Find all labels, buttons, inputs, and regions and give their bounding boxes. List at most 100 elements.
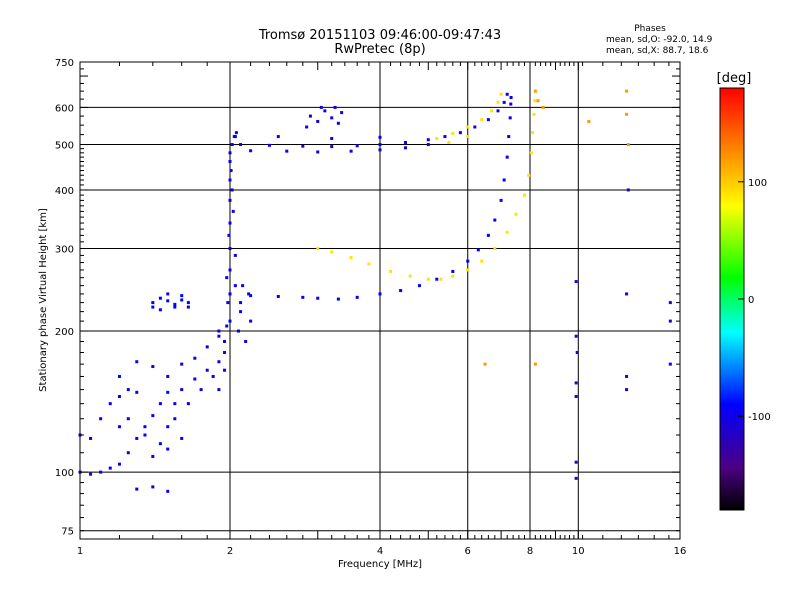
x-tick-label: 1	[77, 546, 83, 557]
x-tick-label: 8	[527, 546, 533, 557]
y-tick-label: 750	[55, 58, 74, 69]
data-point	[217, 334, 221, 338]
data-point	[505, 230, 509, 234]
data-point	[496, 109, 500, 113]
data-point	[508, 116, 512, 120]
data-point	[228, 247, 232, 251]
data-point	[575, 350, 579, 354]
data-point	[308, 114, 312, 118]
chart-title: Tromsø 20151103 09:46:00-09:47:43	[258, 28, 501, 43]
data-point	[228, 198, 232, 202]
data-point	[505, 92, 509, 96]
data-point	[228, 160, 232, 164]
data-point	[355, 295, 359, 299]
data-point	[451, 274, 455, 278]
data-point	[186, 305, 190, 309]
data-point	[228, 268, 232, 272]
data-point	[493, 247, 497, 251]
data-point	[330, 116, 334, 120]
data-point	[217, 360, 221, 364]
data-point	[205, 368, 209, 372]
data-point	[625, 374, 629, 378]
data-point	[186, 402, 190, 406]
x-axis-label: Frequency [MHz]	[338, 559, 422, 570]
colorbar-tick-label: -100	[748, 412, 771, 423]
y-axis-label: Stationary phase Virtual Height [km]	[38, 208, 49, 392]
x-tick-label: 4	[377, 546, 383, 557]
data-point	[232, 135, 236, 139]
data-point	[378, 292, 382, 296]
y-tick-label: 300	[55, 245, 74, 256]
phases-line-x: mean, sd,X: 88.7, 18.6	[606, 46, 709, 56]
chart-subtitle: RwPretec (8p)	[334, 42, 425, 57]
data-point	[234, 131, 238, 135]
data-point	[486, 233, 490, 237]
data-point	[89, 436, 93, 440]
data-point	[143, 433, 147, 437]
colorbar-ticks: 100 0 -100	[738, 178, 771, 423]
data-point	[668, 319, 672, 323]
data-point	[668, 301, 672, 305]
data-point	[330, 145, 334, 149]
data-point	[227, 233, 231, 237]
data-point	[466, 125, 470, 129]
data-point	[316, 150, 320, 154]
data-point	[305, 125, 309, 129]
data-point	[451, 131, 455, 135]
data-point	[180, 388, 184, 392]
x-tick-label: 16	[674, 546, 687, 557]
y-tick-label: 600	[55, 103, 74, 114]
data-point	[199, 388, 203, 392]
data-point	[426, 143, 430, 147]
data-point	[502, 100, 506, 104]
data-point	[301, 295, 305, 299]
data-point	[239, 143, 243, 147]
data-point	[435, 137, 439, 141]
data-point	[228, 292, 232, 296]
data-point	[625, 89, 629, 93]
data-point	[99, 417, 103, 421]
data-point	[447, 141, 451, 145]
data-point	[625, 292, 629, 296]
data-point	[135, 360, 139, 364]
data-point	[231, 209, 235, 213]
data-point	[193, 356, 197, 360]
phases-line-o: mean, sd,O: -92.0, 14.9	[606, 35, 713, 45]
data-point	[496, 100, 500, 104]
data-point	[509, 95, 513, 99]
data-point	[502, 178, 506, 182]
data-point	[668, 362, 672, 366]
colorbar-tick-label: 100	[748, 178, 767, 189]
data-point	[439, 277, 443, 281]
data-point	[267, 143, 271, 147]
colorbar-label: [deg]	[717, 71, 752, 86]
data-point	[229, 169, 233, 173]
data-point	[236, 329, 240, 333]
data-point	[574, 381, 578, 385]
data-point	[426, 138, 430, 142]
data-point	[473, 125, 477, 129]
data-point	[536, 99, 540, 103]
x-tick-label: 6	[465, 546, 471, 557]
data-point	[276, 135, 280, 139]
axis-ticks: 1 2 4 6 8 10 16 75 100 200 300 400 500 600 750	[55, 58, 686, 557]
data-point	[531, 131, 535, 135]
x-tick-label: 10	[572, 546, 585, 557]
data-point	[319, 105, 323, 109]
data-point	[355, 144, 359, 148]
data-point	[180, 294, 184, 298]
data-point	[587, 119, 591, 123]
data-point	[523, 193, 527, 197]
data-point	[166, 374, 170, 378]
data-point	[574, 476, 578, 480]
data-point	[301, 144, 305, 148]
data-point	[173, 402, 177, 406]
y-tick-label: 75	[61, 527, 74, 538]
data-point	[166, 390, 170, 394]
data-point	[486, 118, 490, 122]
data-point	[117, 374, 121, 378]
data-point	[330, 250, 334, 254]
data-point	[316, 119, 320, 123]
data-point	[143, 425, 147, 429]
